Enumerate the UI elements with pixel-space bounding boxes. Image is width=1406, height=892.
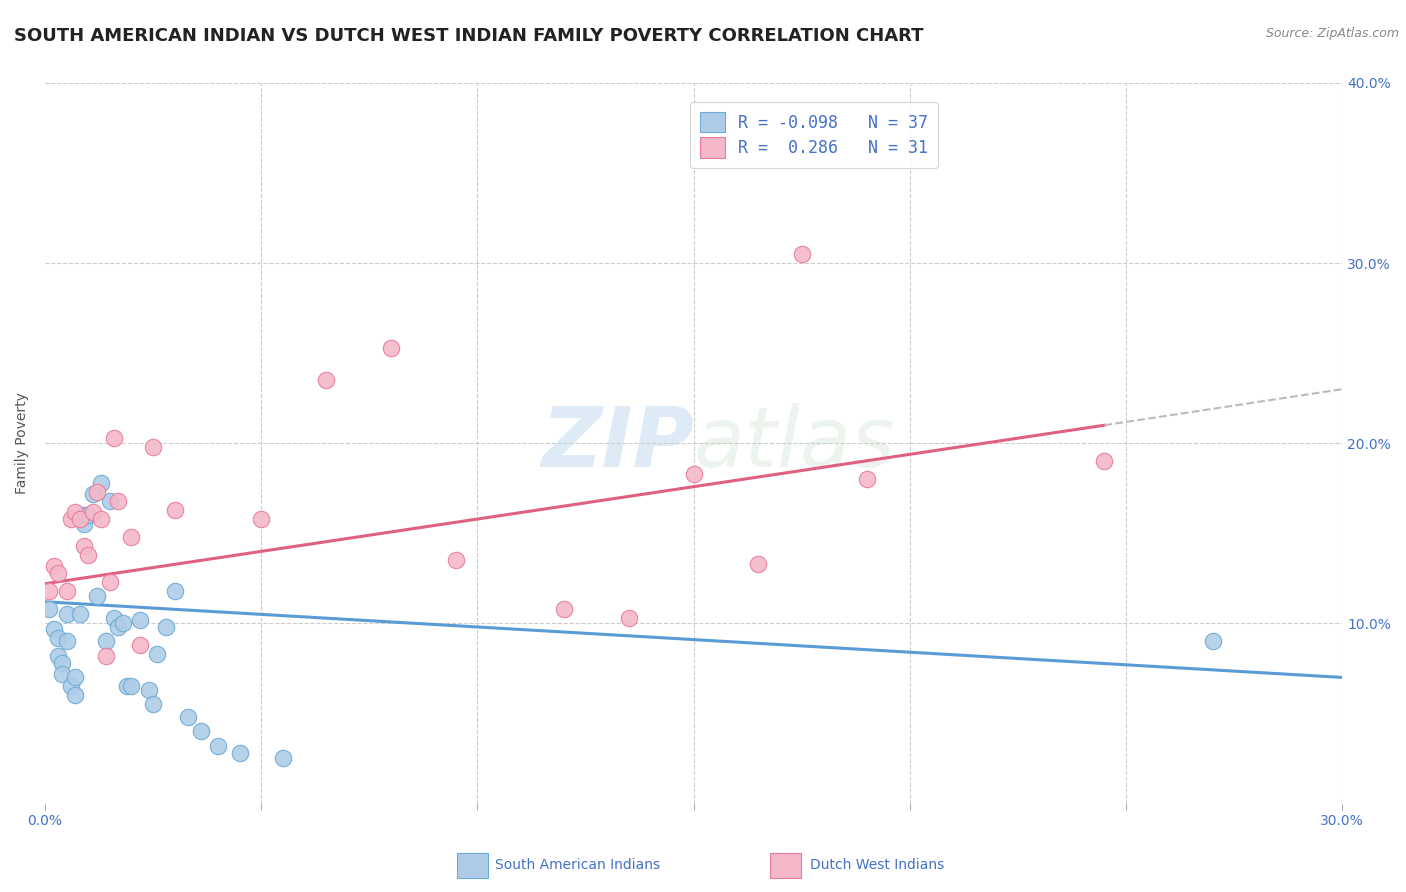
Point	[73, 539, 96, 553]
Point	[42, 558, 65, 573]
Point	[38, 584, 60, 599]
Point	[444, 553, 467, 567]
Point	[55, 634, 77, 648]
Point	[617, 611, 640, 625]
Y-axis label: Family Poverty: Family Poverty	[15, 392, 30, 494]
Point	[77, 508, 100, 523]
Point	[163, 584, 186, 599]
Point	[98, 574, 121, 589]
Point	[51, 656, 73, 670]
Point	[65, 505, 87, 519]
Point	[69, 607, 91, 622]
Point	[855, 472, 877, 486]
Point	[46, 566, 69, 580]
Point	[250, 512, 273, 526]
Text: SOUTH AMERICAN INDIAN VS DUTCH WEST INDIAN FAMILY POVERTY CORRELATION CHART: SOUTH AMERICAN INDIAN VS DUTCH WEST INDI…	[14, 27, 924, 45]
Point	[86, 590, 108, 604]
Point	[380, 341, 402, 355]
Point	[129, 638, 152, 652]
Point	[77, 548, 100, 562]
Point	[94, 648, 117, 663]
Point	[73, 517, 96, 532]
Point	[98, 494, 121, 508]
Point	[271, 751, 294, 765]
Legend: R = -0.098   N = 37, R =  0.286   N = 31: R = -0.098 N = 37, R = 0.286 N = 31	[690, 102, 938, 168]
Point	[107, 620, 129, 634]
Point	[55, 584, 77, 599]
Point	[103, 611, 125, 625]
Point	[111, 616, 134, 631]
Point	[138, 683, 160, 698]
Point	[90, 512, 112, 526]
Point	[51, 666, 73, 681]
Point	[55, 607, 77, 622]
Text: South American Indians: South American Indians	[495, 858, 659, 872]
Point	[553, 602, 575, 616]
Point	[790, 247, 813, 261]
Point	[94, 634, 117, 648]
Point	[120, 530, 142, 544]
Point	[73, 508, 96, 523]
Point	[38, 602, 60, 616]
Point	[120, 680, 142, 694]
Point	[82, 486, 104, 500]
Point	[59, 680, 82, 694]
Point	[107, 494, 129, 508]
Point	[747, 557, 769, 571]
Point	[163, 503, 186, 517]
Point	[129, 613, 152, 627]
Point	[176, 710, 198, 724]
Point	[46, 648, 69, 663]
Point	[103, 431, 125, 445]
Point	[46, 631, 69, 645]
Point	[146, 647, 169, 661]
Point	[190, 724, 212, 739]
Text: atlas: atlas	[693, 402, 896, 483]
Point	[228, 746, 250, 760]
Point	[315, 373, 337, 387]
Point	[207, 739, 229, 753]
Point	[65, 670, 87, 684]
Text: ZIP: ZIP	[541, 402, 693, 483]
Point	[86, 484, 108, 499]
Point	[1201, 634, 1223, 648]
Text: Dutch West Indians: Dutch West Indians	[810, 858, 943, 872]
Point	[142, 698, 165, 712]
Point	[155, 620, 177, 634]
Point	[142, 440, 165, 454]
Point	[115, 680, 138, 694]
Point	[42, 622, 65, 636]
Point	[69, 512, 91, 526]
Point	[59, 512, 82, 526]
Point	[682, 467, 704, 481]
Point	[1094, 454, 1116, 468]
Point	[90, 475, 112, 490]
Text: Source: ZipAtlas.com: Source: ZipAtlas.com	[1265, 27, 1399, 40]
Point	[82, 505, 104, 519]
Point	[65, 689, 87, 703]
